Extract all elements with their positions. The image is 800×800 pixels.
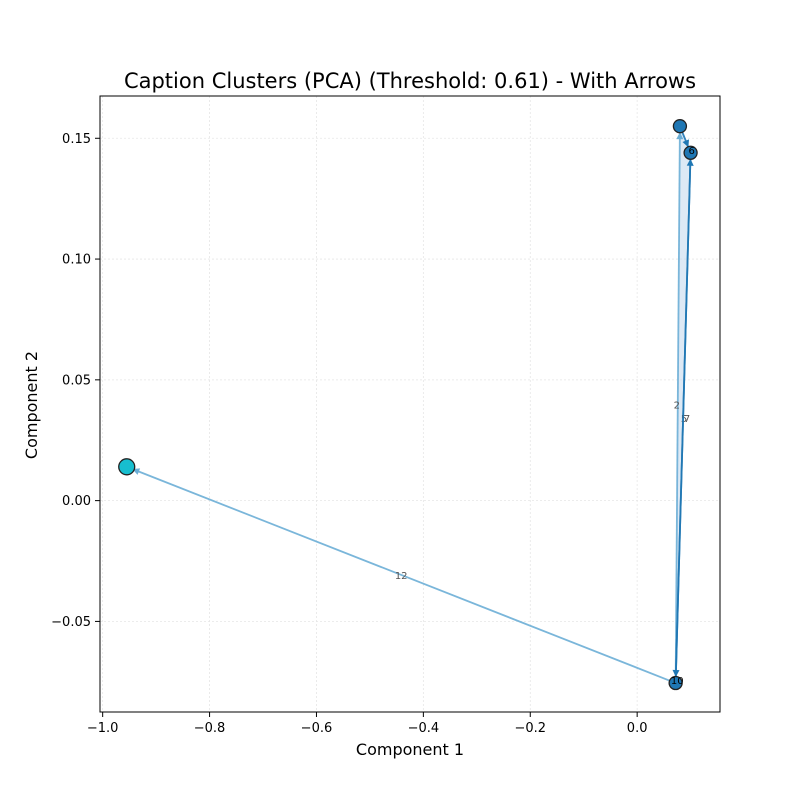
x-tick-label: −0.4 (408, 721, 440, 736)
x-tick-label: −0.8 (194, 721, 226, 736)
arrow-label: 7 (684, 414, 690, 425)
arrow-label: 12 (395, 571, 408, 582)
chart-title: Caption Clusters (PCA) (Threshold: 0.61)… (124, 69, 696, 93)
point-label: 6 (688, 146, 694, 157)
data-point (683, 145, 698, 160)
arrow-label: 2 (674, 401, 680, 412)
arrow-head (676, 132, 684, 140)
ticks: −1.0 −0.8 −0.6 −0.4 −0.2 0.0 −0.05 0.00 0.05 0.10… (51, 132, 647, 736)
points (118, 119, 698, 691)
x-tick-label: −1.0 (87, 721, 119, 736)
arrow-head (682, 139, 689, 148)
x-tick-label: −0.2 (514, 721, 546, 736)
y-tick-label: −0.05 (51, 615, 91, 630)
y-tick-label: 0.05 (62, 373, 91, 388)
arrow-head (686, 158, 694, 166)
arrow-line (674, 132, 681, 681)
arrow-line (674, 158, 692, 681)
arrows: 12 257 (131, 128, 694, 683)
grid (100, 96, 720, 712)
x-tick-label: 0.0 (627, 721, 648, 736)
labels: 10 6 (671, 146, 695, 687)
x-axis-label: Component 1 (356, 740, 464, 759)
data-point (118, 458, 136, 476)
arrow-label: 5 (681, 414, 687, 425)
data-point (672, 119, 688, 134)
arrow-line (131, 468, 674, 683)
x-tick-label: −0.6 (301, 721, 333, 736)
y-tick-label: 0.15 (62, 132, 91, 147)
plot-frame (99, 95, 721, 713)
y-tick-label: 0.00 (62, 494, 91, 509)
point-label: 10 (671, 676, 684, 687)
data-point (668, 675, 683, 691)
y-tick-label: 0.10 (62, 253, 91, 268)
y-axis-label: Component 2 (22, 351, 41, 459)
